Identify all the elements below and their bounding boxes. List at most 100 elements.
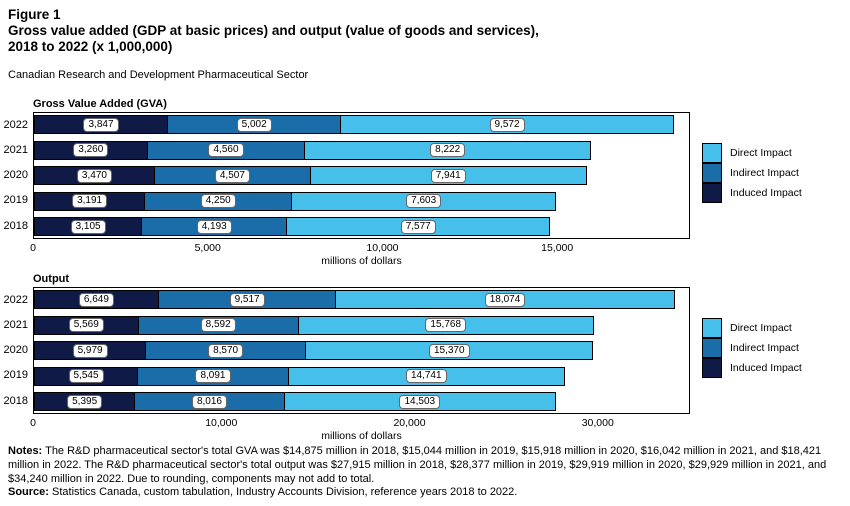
x-tick-label: 15,000 <box>541 242 574 254</box>
bar-segment-direct-impact: 14,503 <box>283 392 556 411</box>
year-label: 2018 <box>3 219 28 232</box>
bar-segment-induced-impact: 3,105 <box>34 217 143 236</box>
bar-segment-indirect-impact: 8,592 <box>137 315 299 335</box>
value-label: 8,570 <box>208 343 244 358</box>
bar-row-2021: 5,569 8,592 15,768 <box>34 315 689 335</box>
year-label: 2021 <box>3 143 28 156</box>
x-tick-label: 10,000 <box>366 242 399 254</box>
bar-row-2019: 3,191 4,250 7,603 <box>34 191 689 211</box>
bar-row-2022: 3,847 5,002 9,572 <box>34 115 689 134</box>
source-label: Source: <box>8 486 49 499</box>
value-label: 4,507 <box>214 168 250 183</box>
bar-segment-direct-impact: 14,741 <box>287 366 565 386</box>
value-label: 7,577 <box>400 219 436 234</box>
value-label: 3,191 <box>72 194 108 208</box>
value-label: 9,572 <box>489 117 525 132</box>
bar-row-2022: 6,649 9,517 18,074 <box>34 290 689 309</box>
source-text: Statistics Canada, custom tabulation, In… <box>52 486 518 499</box>
bar-segment-indirect-impact: 8,570 <box>145 341 307 360</box>
bar-segment-induced-impact: 5,395 <box>34 392 136 411</box>
bar-segment-direct-impact: 8,222 <box>304 140 591 160</box>
legend-label: Direct Impact <box>730 147 792 159</box>
notes-block: Notes: The R&D pharmaceutical sector's t… <box>8 445 844 500</box>
value-label: 8,592 <box>200 318 236 332</box>
legend-item: Indirect Impact <box>702 162 802 183</box>
bar-segment-indirect-impact: 9,517 <box>157 290 337 309</box>
bar-segment-induced-impact: 3,191 <box>34 191 146 211</box>
bar-segment-induced-impact: 3,470 <box>34 166 155 185</box>
legend-label: Indirect Impact <box>730 167 799 179</box>
legend-item: Induced Impact <box>702 182 802 203</box>
legend: Direct Impact Indirect Impact Induced Impa… <box>702 318 802 378</box>
figure-subtitle: Canadian Research and Development Pharma… <box>8 69 309 81</box>
value-label: 4,250 <box>200 194 236 208</box>
value-label: 14,503 <box>399 394 441 409</box>
legend-label: Induced Impact <box>730 362 802 374</box>
notes-label: Notes: <box>8 445 43 457</box>
value-label: 8,016 <box>191 394 227 409</box>
value-label: 15,768 <box>425 318 467 332</box>
bar-segment-direct-impact: 9,572 <box>340 115 674 134</box>
bar-segment-indirect-impact: 8,016 <box>134 392 285 411</box>
year-label: 2019 <box>3 369 28 382</box>
output-chart: Output 2022 2021 2020 2019 2018 6,649 9,517 18… <box>0 271 850 447</box>
x-axis-tick-labels: 0 5,000 10,000 15,000 <box>30 242 690 255</box>
bar-row-2021: 3,260 4,560 8,222 <box>34 140 689 160</box>
bar-segment-indirect-impact: 4,250 <box>144 191 293 211</box>
legend-item: Direct Impact <box>702 318 802 338</box>
y-axis-labels: 2022 2021 2020 2019 2018 <box>0 287 28 414</box>
bar-segment-induced-impact: 5,545 <box>34 366 139 386</box>
legend-swatch-icon <box>702 143 722 163</box>
year-label: 2018 <box>3 394 28 407</box>
bar-row-2019: 5,545 8,091 14,741 <box>34 366 689 386</box>
legend-item: Induced Impact <box>702 357 802 378</box>
legend-label: Indirect Impact <box>730 342 799 354</box>
year-label: 2019 <box>3 194 28 207</box>
legend-item: Indirect Impact <box>702 337 802 358</box>
value-label: 8,091 <box>195 369 231 383</box>
legend: Direct Impact Indirect Impact Induced Impa… <box>702 143 802 203</box>
gva-chart: Gross Value Added (GVA) 2022 2021 2020 2019… <box>0 96 850 272</box>
value-label: 9,517 <box>229 292 265 307</box>
x-tick-label: 20,000 <box>393 417 426 429</box>
value-label: 5,002 <box>236 117 272 132</box>
legend-item: Direct Impact <box>702 143 802 163</box>
value-label: 3,470 <box>76 168 112 183</box>
bar-segment-indirect-impact: 4,560 <box>146 140 306 160</box>
value-label: 7,603 <box>406 194 442 208</box>
bar-segment-direct-impact: 7,941 <box>309 166 587 185</box>
x-tick-label: 0 <box>30 242 36 254</box>
figure-label: Figure 1 <box>8 7 61 22</box>
bar-segment-direct-impact: 7,603 <box>291 191 557 211</box>
value-label: 14,741 <box>405 369 447 383</box>
year-label: 2022 <box>3 293 28 306</box>
figure-title-line2: 2018 to 2022 (x 1,000,000) <box>8 39 173 54</box>
bar-segment-induced-impact: 5,979 <box>34 341 147 360</box>
value-label: 3,260 <box>73 143 109 157</box>
plot-area: 3,847 5,002 9,572 3,260 4,560 8,222 3,470 4,507… <box>33 112 690 239</box>
bar-segment-direct-impact: 15,768 <box>297 315 594 335</box>
bar-segment-induced-impact: 5,569 <box>34 315 139 335</box>
value-label: 5,569 <box>68 318 104 332</box>
bar-row-2020: 5,979 8,570 15,370 <box>34 341 689 360</box>
value-label: 18,074 <box>484 292 526 307</box>
source-paragraph: Source: Statistics Canada, custom tabula… <box>8 486 844 500</box>
legend-swatch-icon <box>702 337 722 358</box>
value-label: 8,222 <box>430 143 466 157</box>
figure-title: Gross value added (GDP at basic prices) … <box>8 23 608 55</box>
bar-segment-indirect-impact: 5,002 <box>167 115 342 134</box>
bar-row-2020: 3,470 4,507 7,941 <box>34 166 689 185</box>
bar-segment-indirect-impact: 8,091 <box>137 366 289 386</box>
value-label: 5,545 <box>68 369 104 383</box>
value-label: 3,105 <box>70 219 106 234</box>
bar-segment-direct-impact: 18,074 <box>335 290 675 309</box>
bar-segment-direct-impact: 15,370 <box>305 341 594 360</box>
bar-segment-indirect-impact: 4,193 <box>141 217 288 236</box>
bar-segment-induced-impact: 3,260 <box>34 140 148 160</box>
legend-label: Induced Impact <box>730 187 802 199</box>
value-label: 5,979 <box>72 343 108 358</box>
year-label: 2022 <box>3 118 28 131</box>
y-axis-labels: 2022 2021 2020 2019 2018 <box>0 112 28 239</box>
year-label: 2021 <box>3 318 28 331</box>
year-label: 2020 <box>3 169 28 181</box>
